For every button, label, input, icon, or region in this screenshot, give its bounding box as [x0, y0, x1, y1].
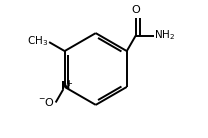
Text: O: O: [131, 5, 140, 14]
Text: +: +: [65, 79, 72, 88]
Text: NH$_2$: NH$_2$: [154, 29, 176, 42]
Text: N: N: [61, 81, 70, 91]
Text: CH$_3$: CH$_3$: [27, 34, 48, 48]
Text: $^{-}$O: $^{-}$O: [37, 96, 54, 108]
